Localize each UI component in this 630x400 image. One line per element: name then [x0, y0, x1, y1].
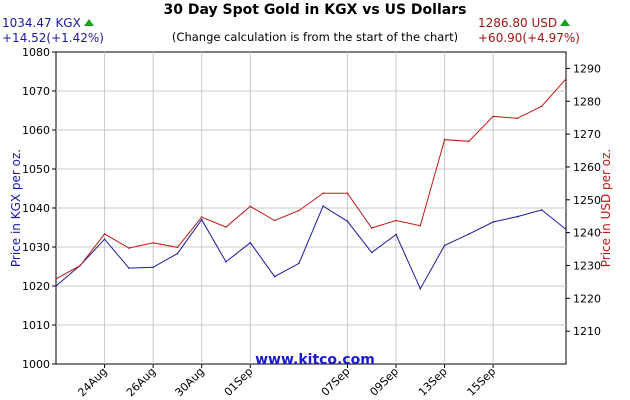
kgx-data-point — [370, 251, 373, 254]
kgx-data-point — [565, 228, 567, 231]
x-tick-label: 13Sep — [416, 365, 450, 399]
usd-data-point — [55, 278, 57, 280]
kgx-data-point — [322, 205, 324, 207]
usd-data-point — [540, 105, 543, 107]
usd-data-point — [322, 192, 324, 195]
left-tick-label: 1080 — [22, 46, 50, 59]
kgx-data-point — [298, 262, 300, 265]
left-tick-label: 1000 — [22, 358, 50, 371]
x-tick-label: 15Sep — [465, 365, 499, 399]
usd-data-point — [298, 209, 300, 212]
kgx-data-point — [273, 275, 276, 278]
left-tick-label: 1070 — [22, 85, 50, 98]
up-arrow-icon — [560, 19, 571, 26]
right-tick-label: 1280 — [573, 95, 601, 108]
right-axis-label: Price in USD per oz. — [599, 149, 613, 268]
kgx-data-point — [249, 241, 252, 244]
right-tick-label: 1210 — [573, 325, 601, 338]
x-tick-label: 30Aug — [173, 365, 207, 399]
up-arrow-icon — [83, 19, 94, 26]
x-tick-label: 01Sep — [222, 365, 256, 399]
kgx-data-point — [200, 218, 203, 221]
left-tick-label: 1020 — [22, 280, 50, 293]
right-tick-label: 1220 — [573, 292, 601, 305]
left-axis-label: Price in KGX per oz. — [9, 149, 23, 267]
right-tick-label: 1260 — [573, 161, 601, 174]
usd-data-point — [103, 233, 106, 235]
left-tick-label: 1040 — [22, 202, 50, 215]
kgx-data-point — [468, 233, 470, 235]
usd-data-point — [565, 78, 567, 80]
usd-data-point — [395, 219, 397, 222]
usd-data-point — [468, 140, 470, 143]
usd-data-point — [152, 242, 154, 244]
usd-data-point — [249, 205, 252, 208]
usd-data-point — [492, 115, 494, 118]
usd-change: +60.90(+4.97%) — [478, 31, 580, 45]
kgx-data-point — [346, 220, 349, 223]
right-tick-label: 1290 — [573, 62, 601, 75]
kgx-price: 1034.47 KGX — [2, 16, 81, 30]
chart-title: 30 Day Spot Gold in KGX vs US Dollars — [163, 2, 467, 18]
kgx-data-point — [419, 287, 422, 290]
kitco-watermark: www.kitco.com — [255, 352, 375, 368]
left-tick-label: 1030 — [22, 241, 50, 254]
kgx-change: +14.52(+1.42%) — [2, 31, 104, 45]
usd-data-point — [370, 227, 373, 229]
kgx-data-point — [103, 238, 106, 240]
usd-data-point — [443, 138, 446, 141]
usd-data-point — [346, 192, 349, 195]
kgx-data-point — [540, 209, 543, 211]
usd-data-point — [516, 117, 519, 120]
left-tick-label: 1010 — [22, 319, 50, 332]
kgx-data-point — [176, 252, 179, 255]
usd-series-line — [55, 78, 567, 280]
kgx-price-readout: 1034.47 KGX — [2, 16, 94, 30]
usd-price-readout: 1286.80 USD — [478, 16, 571, 30]
right-tick-label: 1240 — [573, 227, 601, 240]
x-tick-label: 07Sep — [319, 365, 353, 399]
usd-data-point — [200, 216, 203, 218]
left-tick-label: 1060 — [22, 124, 50, 137]
kgx-data-point — [516, 215, 519, 218]
x-tick-label: 26Aug — [124, 365, 158, 399]
right-tick-label: 1270 — [573, 128, 601, 141]
right-tick-label: 1230 — [573, 259, 601, 272]
x-tick-label: 24Aug — [75, 365, 109, 399]
kgx-data-point — [152, 266, 154, 269]
kgx-data-point — [225, 261, 227, 263]
right-tick-label: 1250 — [573, 194, 601, 207]
x-tick-label: 09Sep — [367, 365, 401, 399]
usd-data-point — [128, 247, 130, 249]
kgx-data-point — [128, 267, 130, 269]
left-tick-label: 1050 — [22, 163, 50, 176]
usd-data-point — [79, 264, 82, 267]
usd-data-point — [273, 219, 276, 222]
usd-data-point — [419, 224, 422, 227]
kgx-series-line — [55, 205, 567, 290]
chart-subtitle: (Change calculation is from the start of… — [171, 30, 459, 44]
usd-data-point — [225, 226, 227, 228]
usd-price: 1286.80 USD — [478, 16, 558, 30]
usd-data-point — [176, 246, 179, 249]
kgx-data-point — [395, 233, 397, 236]
kgx-data-point — [443, 244, 446, 247]
kgx-data-point — [492, 221, 494, 223]
